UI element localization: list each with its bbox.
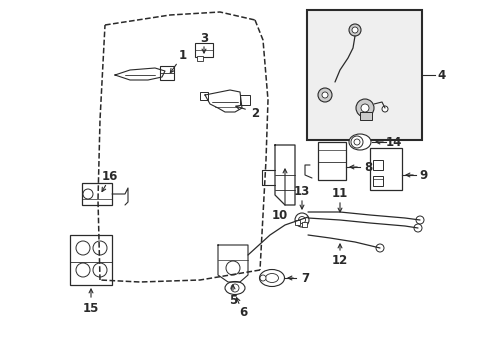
Bar bbox=[294, 220, 299, 225]
Text: 10: 10 bbox=[271, 208, 287, 221]
Bar bbox=[306, 10, 421, 140]
Polygon shape bbox=[204, 90, 242, 112]
Text: 13: 13 bbox=[293, 185, 309, 198]
Text: 11: 11 bbox=[331, 186, 347, 199]
Bar bbox=[369, 148, 401, 190]
Circle shape bbox=[375, 244, 383, 252]
Circle shape bbox=[351, 27, 357, 33]
Ellipse shape bbox=[224, 282, 244, 294]
Bar bbox=[240, 95, 249, 105]
Circle shape bbox=[93, 241, 107, 255]
Text: 9: 9 bbox=[419, 168, 427, 181]
Circle shape bbox=[294, 213, 308, 227]
Circle shape bbox=[360, 104, 368, 112]
Bar bbox=[372, 160, 382, 170]
Bar bbox=[197, 56, 203, 61]
Circle shape bbox=[76, 241, 90, 255]
Circle shape bbox=[317, 88, 331, 102]
Bar bbox=[359, 112, 371, 120]
Bar bbox=[200, 92, 207, 100]
Text: 14: 14 bbox=[385, 135, 401, 149]
Bar bbox=[82, 183, 112, 205]
Circle shape bbox=[230, 284, 239, 292]
Text: 15: 15 bbox=[82, 302, 99, 315]
Ellipse shape bbox=[348, 134, 370, 150]
Polygon shape bbox=[218, 245, 247, 282]
Text: 7: 7 bbox=[300, 271, 308, 284]
Ellipse shape bbox=[265, 274, 278, 283]
Polygon shape bbox=[115, 68, 164, 80]
Bar bbox=[317, 142, 346, 180]
Circle shape bbox=[298, 216, 305, 224]
Bar bbox=[372, 176, 382, 186]
Text: 4: 4 bbox=[437, 68, 445, 81]
Ellipse shape bbox=[259, 270, 284, 287]
Circle shape bbox=[76, 263, 90, 277]
Circle shape bbox=[353, 139, 359, 145]
Bar bbox=[160, 66, 174, 80]
Circle shape bbox=[413, 224, 421, 232]
Polygon shape bbox=[274, 145, 294, 205]
Text: 5: 5 bbox=[228, 293, 237, 306]
Circle shape bbox=[415, 216, 423, 224]
Text: 3: 3 bbox=[200, 32, 207, 45]
Text: 2: 2 bbox=[250, 107, 259, 120]
Bar bbox=[302, 222, 306, 227]
Text: 1: 1 bbox=[179, 49, 187, 62]
Circle shape bbox=[225, 261, 240, 275]
Circle shape bbox=[260, 275, 265, 281]
Circle shape bbox=[350, 136, 362, 148]
Circle shape bbox=[321, 92, 327, 98]
Circle shape bbox=[355, 99, 373, 117]
Bar bbox=[70, 235, 112, 285]
Text: 8: 8 bbox=[363, 161, 371, 174]
Circle shape bbox=[83, 189, 93, 199]
Text: 6: 6 bbox=[238, 306, 246, 319]
Text: 16: 16 bbox=[102, 170, 118, 183]
Circle shape bbox=[93, 263, 107, 277]
Bar bbox=[195, 43, 213, 57]
Text: 12: 12 bbox=[331, 253, 347, 266]
Circle shape bbox=[381, 106, 387, 112]
Circle shape bbox=[348, 24, 360, 36]
